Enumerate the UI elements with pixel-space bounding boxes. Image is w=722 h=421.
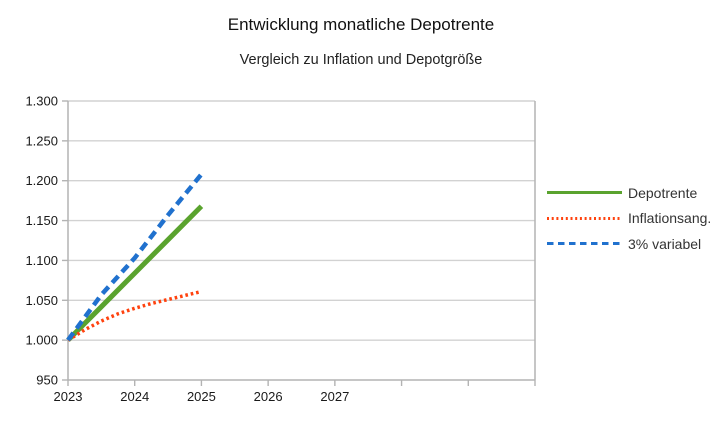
x-tick-label: 2023 (54, 389, 83, 404)
y-tick-label: 1.300 (25, 94, 58, 109)
legend-label-depotrente: Depotrente (628, 184, 698, 201)
legend-line-sample-dotted (547, 216, 622, 220)
x-tick-label: 2024 (120, 389, 149, 404)
chart-title: Entwicklung monatliche Depotrente (227, 15, 495, 34)
y-tick-label: 1.100 (25, 253, 58, 268)
y-tick-label: 1.050 (25, 293, 58, 308)
legend: Depotrente Inflationsang. 3% variabel (546, 180, 722, 257)
y-tick-label: 1.000 (25, 333, 58, 348)
y-tick-label: 950 (36, 373, 58, 388)
y-tick-label: 1.250 (25, 133, 58, 148)
legend-label-3-prozent-variabel: 3% variabel (628, 235, 702, 252)
legend-label-inflationsang: Inflationsang. (628, 210, 712, 227)
chart-subtitle: Vergleich zu Inflation und Depotgröße (239, 52, 483, 68)
y-tick-label: 1.150 (25, 213, 58, 228)
legend-item-depotrente: Depotrente (546, 180, 722, 206)
x-tick-label: 2025 (187, 389, 216, 404)
legend-line-sample-dashed (547, 242, 622, 246)
series-line-depotrente (66, 204, 204, 342)
legend-line-sample-solid (547, 191, 622, 195)
legend-item-inflationsang: Inflationsang. (546, 206, 722, 232)
x-tick-label: 2027 (320, 389, 349, 404)
y-tick-label: 1.200 (25, 173, 58, 188)
x-tick-label: 2026 (254, 389, 283, 404)
legend-item-3-prozent-variabel: 3% variabel (546, 231, 722, 257)
series-line-3-variabel (66, 172, 204, 342)
